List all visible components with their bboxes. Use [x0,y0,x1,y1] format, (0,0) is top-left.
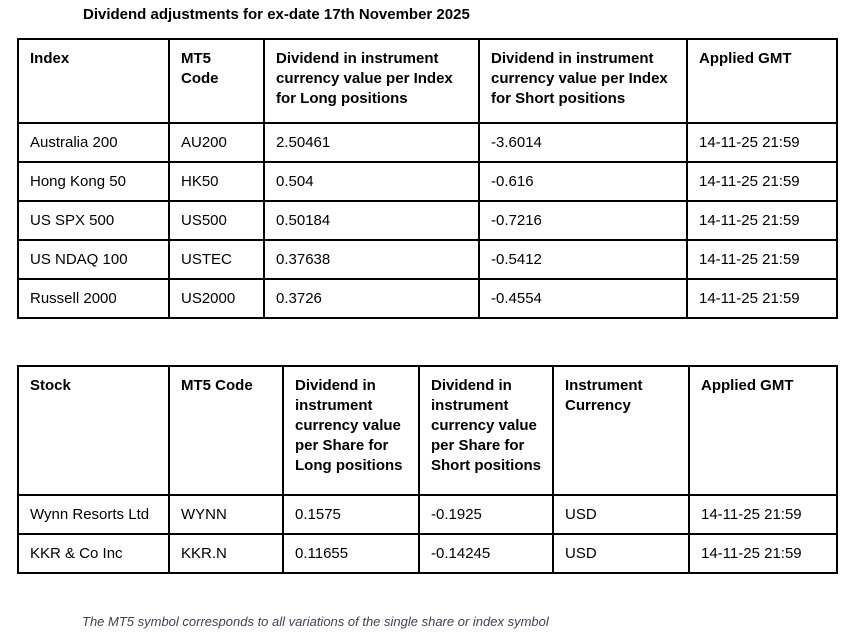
col-header-instrument-currency: Instrument Currency [552,365,690,496]
table-row: Wynn Resorts Ltd WYNN 0.1575 -0.1925 USD… [17,494,838,535]
cell-long-value: 0.11655 [282,533,420,574]
cell-mt5-code: HK50 [168,161,265,202]
cell-mt5-code: WYNN [168,494,284,535]
cell-applied-gmt: 14-11-25 21:59 [686,278,838,319]
cell-index-name: Russell 2000 [17,278,170,319]
stock-dividends-table: Stock MT5 Code Dividend in instrument cu… [17,365,838,574]
cell-long-value: 0.3726 [263,278,480,319]
cell-applied-gmt: 14-11-25 21:59 [686,161,838,202]
cell-long-value: 0.504 [263,161,480,202]
col-header-applied-gmt: Applied GMT [686,38,838,124]
col-header-short-dividend: Dividend in instrument currency value pe… [418,365,554,496]
table-row: KKR & Co Inc KKR.N 0.11655 -0.14245 USD … [17,533,838,574]
col-header-stock: Stock [17,365,170,496]
cell-short-value: -0.7216 [478,200,688,241]
cell-applied-gmt: 14-11-25 21:59 [688,494,838,535]
cell-short-value: -0.5412 [478,239,688,280]
cell-applied-gmt: 14-11-25 21:59 [686,122,838,163]
col-header-long-dividend: Dividend in instrument currency value pe… [282,365,420,496]
cell-index-name: US SPX 500 [17,200,170,241]
cell-mt5-code: KKR.N [168,533,284,574]
table-row: Russell 2000 US2000 0.3726 -0.4554 14-11… [17,278,838,319]
table-row: Hong Kong 50 HK50 0.504 -0.616 14-11-25 … [17,161,838,202]
cell-long-value: 0.50184 [263,200,480,241]
cell-mt5-code: USTEC [168,239,265,280]
page-title: Dividend adjustments for ex-date 17th No… [83,6,470,23]
cell-index-name: Hong Kong 50 [17,161,170,202]
cell-stock-name: KKR & Co Inc [17,533,170,574]
col-header-long-dividend: Dividend in instrument currency value pe… [263,38,480,124]
cell-index-name: US NDAQ 100 [17,239,170,280]
cell-short-value: -0.616 [478,161,688,202]
cell-long-value: 0.37638 [263,239,480,280]
col-header-applied-gmt: Applied GMT [688,365,838,496]
cell-applied-gmt: 14-11-25 21:59 [686,200,838,241]
col-header-mt5-code: MT5 Code [168,38,265,124]
footnote: The MT5 symbol corresponds to all variat… [82,614,549,629]
cell-applied-gmt: 14-11-25 21:59 [688,533,838,574]
col-header-mt5-code: MT5 Code [168,365,284,496]
table-row: Australia 200 AU200 2.50461 -3.6014 14-1… [17,122,838,163]
table-row: US NDAQ 100 USTEC 0.37638 -0.5412 14-11-… [17,239,838,280]
table-row: US SPX 500 US500 0.50184 -0.7216 14-11-2… [17,200,838,241]
cell-short-value: -0.1925 [418,494,554,535]
index-table-header-row: Index MT5 Code Dividend in instrument cu… [17,38,838,124]
col-header-index: Index [17,38,170,124]
cell-short-value: -0.14245 [418,533,554,574]
cell-short-value: -3.6014 [478,122,688,163]
cell-short-value: -0.4554 [478,278,688,319]
cell-stock-name: Wynn Resorts Ltd [17,494,170,535]
index-dividends-table: Index MT5 Code Dividend in instrument cu… [17,38,838,319]
cell-index-name: Australia 200 [17,122,170,163]
cell-instrument-currency: USD [552,533,690,574]
cell-long-value: 2.50461 [263,122,480,163]
stock-table-header-row: Stock MT5 Code Dividend in instrument cu… [17,365,838,496]
cell-applied-gmt: 14-11-25 21:59 [686,239,838,280]
cell-mt5-code: US2000 [168,278,265,319]
cell-mt5-code: US500 [168,200,265,241]
cell-instrument-currency: USD [552,494,690,535]
cell-mt5-code: AU200 [168,122,265,163]
cell-long-value: 0.1575 [282,494,420,535]
col-header-short-dividend: Dividend in instrument currency value pe… [478,38,688,124]
